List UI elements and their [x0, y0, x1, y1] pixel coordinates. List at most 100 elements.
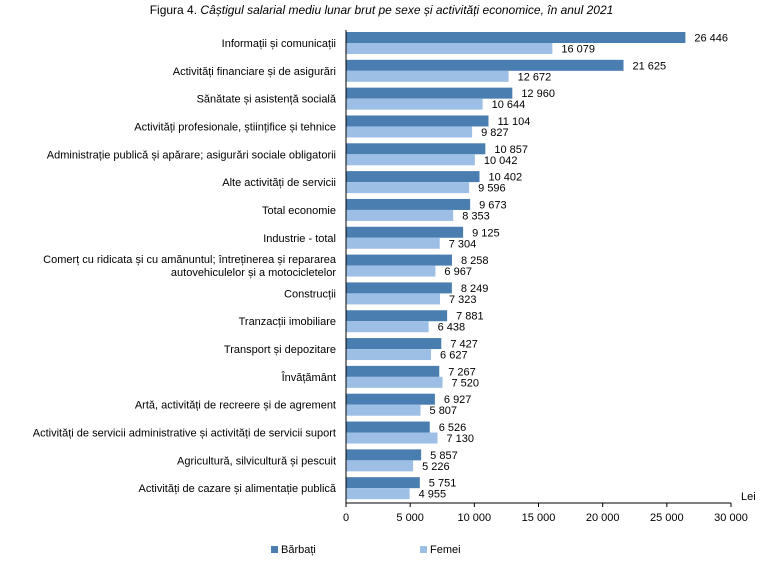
- x-tick-label: 15 000: [522, 512, 556, 524]
- value-label-barbati: 8 258: [461, 255, 489, 267]
- value-label-barbati: 6 927: [444, 394, 472, 406]
- value-label-barbati: 12 960: [521, 88, 555, 100]
- bar-barbati: [346, 59, 624, 71]
- value-label-femei: 7 304: [449, 238, 477, 250]
- value-label-femei: 9 596: [478, 183, 506, 195]
- category-label: Total economie: [262, 205, 336, 217]
- value-label-barbati: 5 857: [430, 450, 458, 462]
- category-labels: Informații și comunicații Activități fina…: [33, 38, 337, 495]
- bar-femei: [346, 98, 483, 110]
- bar-femei: [346, 265, 436, 277]
- x-tick-label: 5 000: [396, 512, 424, 524]
- x-tick-label: 0: [343, 512, 349, 524]
- value-label-femei: 16 079: [561, 44, 595, 56]
- bar-femei: [346, 237, 440, 249]
- bar-barbati: [346, 226, 464, 238]
- value-label-femei: 12 672: [518, 71, 552, 83]
- category-label: Alte activități de servicii: [222, 177, 336, 189]
- value-label-femei: 6 967: [444, 266, 472, 278]
- value-label-femei: 6 627: [440, 350, 468, 362]
- axis-unit-label: Lei: [741, 491, 756, 503]
- value-label-femei: 8 353: [462, 210, 490, 222]
- chart-title-text: Câștigul salarial mediu lunar brut pe se…: [200, 3, 614, 17]
- bar-femei: [346, 209, 454, 221]
- legend-swatch-barbati: [271, 546, 278, 553]
- value-label-femei: 5 226: [422, 461, 450, 473]
- category-label: Administrație publică și apărare; asigur…: [47, 149, 336, 161]
- bar-barbati: [346, 449, 422, 461]
- category-label: Activități financiare și de asigurări: [173, 66, 336, 78]
- bar-femei: [346, 182, 470, 194]
- bar-barbati: [346, 477, 420, 489]
- bar-femei: [346, 460, 414, 472]
- legend: Bărbați Femei: [271, 544, 461, 556]
- bar-barbati: [346, 115, 489, 127]
- value-label-femei: 10 042: [484, 155, 518, 167]
- x-tick-label: 30 000: [714, 512, 748, 524]
- value-label-femei: 7 323: [449, 294, 477, 306]
- value-label-femei: 6 438: [438, 322, 466, 334]
- x-axis: 0 5 000 10 000 15 000 20 000 25 000 30 000 Lei: [343, 30, 756, 524]
- value-label-barbati: 7 267: [448, 366, 476, 378]
- category-label: autovehiculelor și a motocicletelor: [171, 267, 336, 279]
- bar-femei: [346, 488, 410, 500]
- category-label: Informații și comunicații: [222, 38, 336, 50]
- value-label-femei: 5 807: [430, 405, 458, 417]
- category-label: Agricultură, silvicultură și pescuit: [177, 455, 336, 467]
- value-label-barbati: 9 673: [479, 199, 507, 211]
- bar-barbati: [346, 338, 442, 350]
- category-label: Transport și depozitare: [224, 344, 336, 356]
- category-label: Artă, activități de recreere și de agrem…: [135, 400, 336, 412]
- bar-barbati: [346, 32, 686, 43]
- legend-swatch-femei: [420, 546, 427, 553]
- bar-barbati: [346, 365, 440, 377]
- bar-femei: [346, 293, 440, 305]
- category-label: Construcții: [284, 288, 336, 300]
- bar-barbati: [346, 282, 452, 294]
- value-label-barbati: 7 881: [456, 311, 484, 323]
- category-label: Industrie - total: [263, 233, 336, 245]
- bar-barbati: [346, 87, 513, 99]
- category-label: Învățământ: [281, 371, 336, 384]
- bar-femei: [346, 126, 473, 138]
- bar-barbati: [346, 254, 452, 266]
- bar-femei: [346, 404, 421, 416]
- value-label-barbati: 26 446: [694, 33, 728, 45]
- category-label: Comerț cu ridicata și cu amănuntul; într…: [43, 254, 337, 266]
- bar-femei: [346, 154, 475, 166]
- value-label-femei: 9 827: [481, 127, 509, 139]
- bar-femei: [346, 43, 553, 54]
- value-label-barbati: 10 402: [488, 172, 522, 184]
- bar-barbati: [346, 393, 435, 405]
- bar-barbati: [346, 310, 448, 322]
- value-label-barbati: 6 526: [439, 422, 467, 434]
- value-label-barbati: 5 751: [429, 478, 457, 490]
- x-tick-label: 10 000: [458, 512, 492, 524]
- bar-femei: [346, 349, 432, 361]
- value-label-barbati: 21 625: [633, 60, 667, 72]
- legend-label-femei: Femei: [430, 544, 461, 556]
- category-label: Activități de servicii administrative și…: [33, 428, 336, 440]
- bar-femei: [346, 432, 438, 444]
- value-label-femei: 4 955: [419, 489, 447, 501]
- category-label: Tranzacții imobiliare: [239, 316, 336, 328]
- category-label: Activități de cazare și alimentație publ…: [139, 483, 337, 495]
- bar-femei: [346, 70, 509, 82]
- category-label: Sănătate și asistență socială: [197, 94, 337, 106]
- chart-title: Figura 4. Câștigul salarial mediu lunar …: [0, 3, 763, 17]
- category-label: Activități profesionale, științifice și …: [134, 121, 336, 133]
- value-label-barbati: 9 125: [472, 227, 500, 239]
- x-tick-label: 20 000: [586, 512, 620, 524]
- bar-femei: [346, 321, 429, 333]
- value-label-barbati: 10 857: [494, 144, 528, 156]
- legend-label-barbati: Bărbați: [281, 544, 316, 556]
- value-label-barbati: 8 249: [461, 283, 489, 295]
- bar-barbati: [346, 198, 471, 210]
- bar-barbati: [346, 143, 486, 155]
- bar-barbati: [346, 421, 430, 433]
- value-label-femei: 7 130: [447, 433, 475, 445]
- bar-barbati: [346, 171, 480, 183]
- value-label-femei: 10 644: [492, 99, 526, 111]
